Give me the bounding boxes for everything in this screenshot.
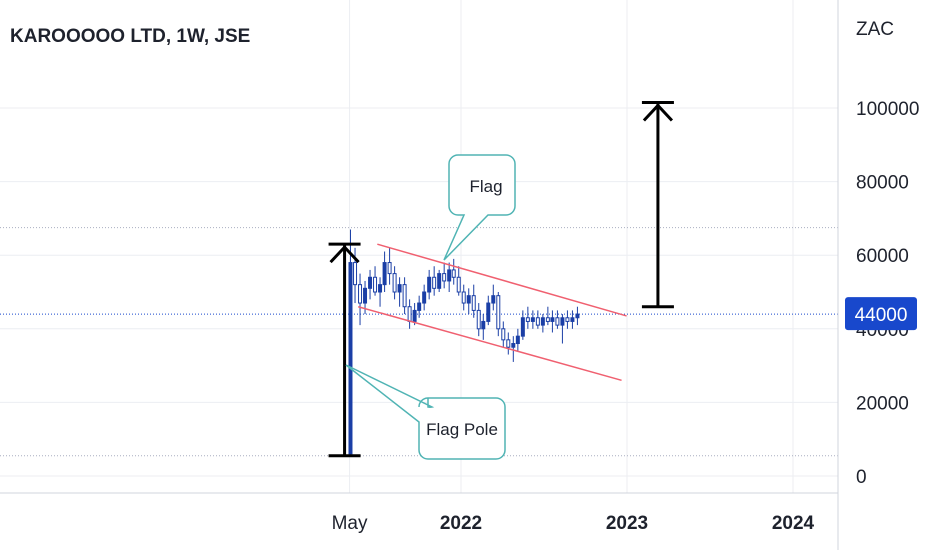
candle-body [378,284,383,293]
flag-lower-line [358,305,622,382]
candle-body [402,284,407,308]
candle-body [387,262,392,275]
flag-callout-label: Flag [469,177,502,196]
y-tick-label: 60000 [856,246,909,267]
candle-body [506,339,511,348]
candle-body [417,302,422,311]
candle-body [353,262,358,286]
candle-body [358,284,363,304]
chart-title: KAROOOOO LTD, 1W, JSE [10,26,250,47]
candle-body [412,309,417,322]
candle-body [555,317,560,326]
candle-body [397,284,402,293]
candle-body [560,317,565,326]
candle-body [545,317,550,322]
candle-body [515,335,520,345]
y-tick-label: 20000 [856,393,909,414]
candle-body [535,317,540,326]
target-measure-arrowhead [642,103,674,122]
candle-body [540,317,545,326]
candle-body [575,313,580,319]
candle-body [363,287,368,304]
candle-body [348,262,353,455]
flag-pole-callout-label: Flag Pole [426,420,498,439]
candle-body [476,309,481,330]
candle-body [520,317,525,337]
candle-body [451,269,456,278]
candle-body [501,328,506,341]
x-tick-label: 2024 [772,513,815,534]
flag-callout-box [443,154,516,261]
grid [0,0,838,493]
drawings: Flag Flag Pole [328,100,674,460]
flag-pole-callout-box [345,364,506,460]
candle-body [392,273,397,293]
candle-body [382,262,387,286]
candle-body [486,302,491,322]
candle-body [427,276,432,293]
candle-body [442,273,447,282]
y-tick-label: 0 [856,467,867,488]
candle-body [373,276,378,293]
currency-label: ZAC [856,19,894,40]
last-price-tag [845,297,917,331]
candle-body [422,291,427,304]
x-tick-label: May [332,513,368,534]
y-tick-label: 80000 [856,173,909,194]
candle-body [368,276,373,289]
candle-body [496,295,501,330]
candle-body [407,306,412,322]
candle-series [348,229,580,456]
candle-body [437,273,442,289]
candle-body [530,317,535,322]
flag-pole-measure-arrowhead [329,244,360,264]
x-tick-label: 2023 [606,513,648,534]
candle-body [570,317,575,322]
candle-body [550,317,555,322]
candle-body [456,276,461,293]
candle-body [461,291,466,304]
candle-body [491,295,496,304]
y-tick-label: 100000 [856,99,919,120]
candle-body [447,269,452,282]
flag-upper-line [377,243,627,317]
candle-body [525,317,530,322]
candle-body [471,295,476,311]
candle-body [432,276,437,289]
candle-body [481,320,486,330]
last-price-label: 44000 [855,305,908,326]
candle-body [511,343,516,348]
x-tick-label: 2022 [440,513,482,534]
candle-body [466,295,471,304]
candle-body [565,317,570,322]
